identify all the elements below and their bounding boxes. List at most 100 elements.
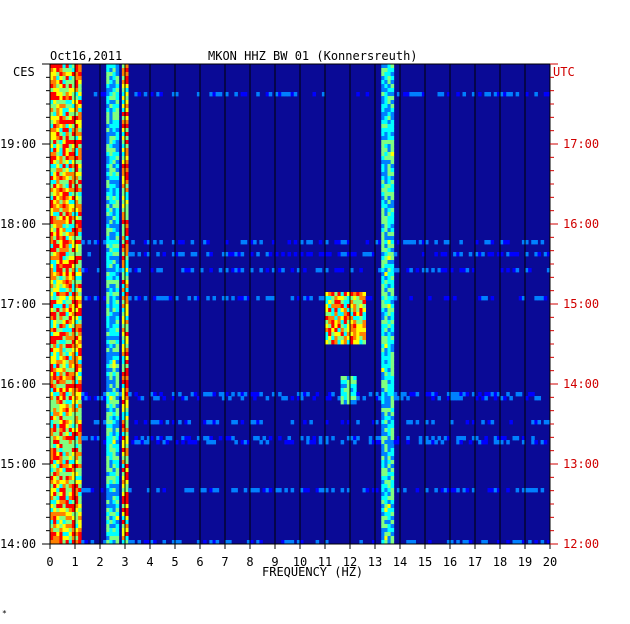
- spectrogram-cell: [543, 92, 548, 97]
- spectrogram-cell: [112, 192, 117, 197]
- spectrogram-cell: [106, 276, 110, 281]
- spectrogram-cell: [75, 352, 79, 357]
- spectrogram-cell: [78, 92, 82, 97]
- spectrogram-cell: [50, 84, 54, 89]
- spectrogram-cell: [75, 460, 79, 465]
- spectrogram-cell: [53, 148, 57, 153]
- spectrogram-cell: [446, 92, 451, 97]
- spectrogram-cell: [112, 180, 117, 185]
- spectrogram-cell: [187, 420, 192, 425]
- spectrogram-cell: [62, 532, 67, 537]
- spectrogram-cell: [334, 316, 338, 321]
- spectrogram-cell: [109, 164, 113, 169]
- spectrogram-cell: [65, 216, 70, 221]
- spectrogram-cell: [68, 484, 73, 489]
- spectrogram-cell: [371, 252, 376, 257]
- spectrogram-cell: [53, 500, 57, 505]
- spectrogram-cell: [56, 432, 60, 437]
- spectrogram-cell: [387, 492, 392, 497]
- spectrogram-cell: [68, 160, 73, 165]
- spectrogram-cell: [68, 516, 73, 521]
- spectrogram-cell: [387, 472, 392, 477]
- spectrogram-cell: [521, 440, 526, 445]
- spectrogram-cell: [534, 252, 538, 257]
- spectrogram-cell: [156, 252, 160, 257]
- spectrogram-cell: [121, 200, 126, 205]
- spectrogram-cell: [68, 120, 73, 125]
- spectrogram-cell: [78, 284, 82, 289]
- spectrogram-cell: [93, 92, 98, 97]
- spectrogram-cell: [387, 212, 392, 217]
- spectrogram-cell: [59, 268, 63, 273]
- spectrogram-cell: [206, 392, 210, 397]
- spectrogram-cell: [121, 304, 126, 309]
- spectrogram-cell: [78, 116, 82, 121]
- spectrogram-cell: [75, 504, 79, 509]
- spectrogram-cell: [434, 240, 438, 245]
- spectrogram-cell: [78, 148, 82, 153]
- spectrogram-cell: [109, 172, 113, 177]
- spectrogram-cell: [59, 396, 63, 401]
- spectrogram-cell: [125, 312, 129, 317]
- spectrogram-cell: [237, 296, 242, 301]
- spectrogram-cell: [115, 468, 120, 473]
- spectrogram-cell: [203, 436, 207, 441]
- spectrogram-cell: [56, 180, 60, 185]
- spectrogram-cell: [53, 384, 57, 389]
- spectrogram-cell: [53, 112, 57, 117]
- spectrogram-cell: [65, 72, 70, 77]
- spectrogram-cell: [65, 132, 70, 137]
- spectrogram-cell: [384, 436, 388, 441]
- spectrogram-cell: [53, 364, 57, 369]
- spectrogram-cell: [53, 400, 57, 405]
- spectrogram-cell: [434, 252, 438, 257]
- spectrogram-cell: [62, 496, 67, 501]
- spectrogram-cell: [193, 440, 198, 445]
- spectrogram-cell: [75, 496, 79, 501]
- spectrogram-cell: [53, 188, 57, 193]
- spectrogram-cell: [243, 440, 248, 445]
- spectrogram-cell: [393, 392, 398, 397]
- spectrogram-cell: [106, 112, 110, 117]
- spectrogram-cell: [384, 76, 388, 81]
- spectrogram-cell: [350, 436, 354, 441]
- spectrogram-cell: [387, 96, 392, 101]
- spectrogram-cell: [59, 428, 63, 433]
- spectrogram-cell: [234, 488, 238, 493]
- spectrogram-cell: [184, 488, 188, 493]
- spectrogram-cell: [106, 224, 110, 229]
- spectrogram-cell: [56, 84, 60, 89]
- spectrogram-cell: [390, 112, 395, 117]
- spectrogram-cell: [387, 224, 392, 229]
- spectrogram-cell: [56, 76, 60, 81]
- spectrogram-cell: [121, 312, 126, 317]
- spectrogram-cell: [50, 256, 54, 261]
- spectrogram-cell: [87, 396, 92, 401]
- spectrogram-cell: [112, 384, 117, 389]
- spectrogram-cell: [78, 80, 82, 85]
- spectrogram-cell: [106, 312, 110, 317]
- spectrogram-cell: [178, 420, 182, 425]
- spectrogram-cell: [421, 252, 426, 257]
- spectrogram-cell: [109, 388, 113, 393]
- spectrogram-cell: [181, 252, 185, 257]
- spectrogram-cell: [56, 476, 60, 481]
- spectrogram-cell: [471, 420, 476, 425]
- spectrogram-cell: [125, 464, 129, 469]
- spectrogram-cell: [71, 456, 76, 461]
- spectrogram-cell: [115, 148, 120, 153]
- spectrogram-cell: [109, 256, 113, 261]
- spectrogram-cell: [112, 328, 117, 333]
- spectrogram-cell: [75, 468, 79, 473]
- spectrogram-cell: [62, 456, 67, 461]
- spectrogram-cell: [53, 520, 57, 525]
- spectrogram-cell: [115, 380, 120, 385]
- spectrogram-cell: [50, 196, 54, 201]
- spectrogram-cell: [121, 368, 126, 373]
- spectrogram-cell: [109, 264, 113, 269]
- spectrogram-cell: [71, 424, 76, 429]
- spectrogram-cell: [65, 456, 70, 461]
- spectrogram-cell: [496, 392, 501, 397]
- spectrogram-cell: [65, 260, 70, 265]
- spectrogram-cell: [65, 268, 70, 273]
